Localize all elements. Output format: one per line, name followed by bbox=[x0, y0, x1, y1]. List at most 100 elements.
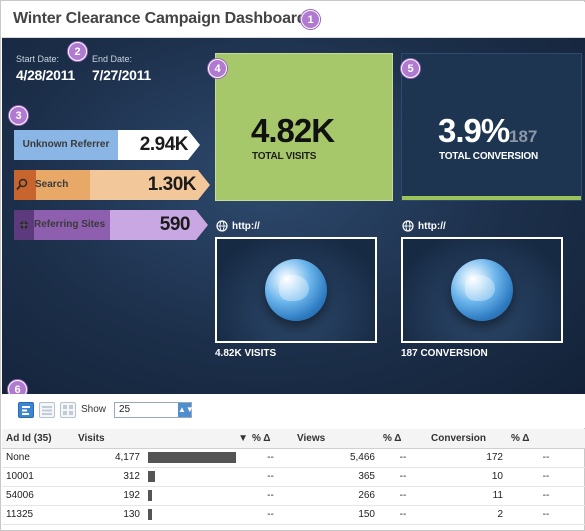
referrer-bar-search[interactable]: Search 1.30K bbox=[14, 170, 210, 200]
cell-visits-bar bbox=[144, 467, 248, 487]
column-header-visits[interactable]: Visits bbox=[74, 429, 144, 449]
cell-views: 150 bbox=[293, 505, 379, 525]
globe-image bbox=[265, 259, 327, 321]
referrer-label: Search bbox=[35, 179, 69, 190]
globe-icon bbox=[216, 220, 228, 232]
table-row[interactable]: 11325 130 -- 150 -- 2 -- bbox=[2, 505, 585, 525]
cell-conversion: 11 bbox=[427, 486, 507, 506]
cell-ad-id: 54006 bbox=[2, 486, 74, 506]
table-row[interactable]: None 4,177 -- 5,466 -- 172 -- bbox=[2, 448, 585, 468]
rows-per-page-select[interactable]: 25 ▲▼ bbox=[114, 402, 194, 418]
start-date-label: Start Date: bbox=[16, 54, 60, 64]
column-header-views-change[interactable]: % Δ bbox=[379, 429, 427, 449]
cell-visits: 312 bbox=[74, 467, 144, 487]
column-header-views[interactable]: Views bbox=[293, 429, 379, 449]
cell-ad-id: None bbox=[2, 448, 74, 468]
visits-caption: 4.82K VISITS bbox=[215, 348, 277, 359]
globe-image bbox=[451, 259, 513, 321]
grid-view-icon bbox=[63, 405, 73, 415]
cell-visits: 192 bbox=[74, 486, 144, 506]
cell-conversion-change: -- bbox=[507, 467, 585, 487]
callout-badge-4: 4 bbox=[208, 59, 227, 78]
referrer-bar-shape bbox=[14, 170, 210, 200]
cell-ad-id: 11325 bbox=[2, 505, 74, 525]
column-header-conversion-change[interactable]: % Δ bbox=[507, 429, 585, 449]
start-date-value: 4/28/2011 bbox=[16, 67, 75, 83]
cell-ad-id: 10001 bbox=[2, 467, 74, 487]
total-visits-tile[interactable]: 4.82K TOTAL VISITS bbox=[215, 53, 393, 201]
column-header-ad-id[interactable]: Ad Id (35) bbox=[2, 429, 74, 449]
column-header-conversion[interactable]: Conversion bbox=[427, 429, 507, 449]
show-label: Show bbox=[81, 404, 107, 415]
compare-view-button[interactable] bbox=[39, 402, 55, 418]
ad-table: Ad Id (35) Visits ▼ % Δ Views % Δ Conver… bbox=[2, 429, 585, 525]
cell-visits-change: -- bbox=[248, 505, 293, 525]
table-header-row: Ad Id (35) Visits ▼ % Δ Views % Δ Conver… bbox=[2, 429, 585, 449]
dashboard-panel: Start Date: 2 End Date: 4/28/2011 7/27/2… bbox=[2, 38, 585, 394]
cell-conversion-change: -- bbox=[507, 448, 585, 468]
table-view-button[interactable] bbox=[60, 402, 76, 418]
globe-preview-conversion[interactable] bbox=[401, 237, 563, 343]
cell-views: 5,466 bbox=[293, 448, 379, 468]
rows-per-page-value: 25 bbox=[119, 404, 131, 415]
bar-view-icon bbox=[22, 406, 30, 415]
page-title: Winter Clearance Campaign Dashboard bbox=[13, 10, 307, 27]
visits-bar bbox=[148, 489, 152, 501]
header: Winter Clearance Campaign Dashboard 1 bbox=[2, 2, 585, 38]
column-header-visits-change[interactable]: % Δ bbox=[248, 429, 293, 449]
cell-visits-bar bbox=[144, 448, 248, 468]
callout-badge-5: 5 bbox=[401, 59, 420, 78]
sort-descending-icon: ▼ bbox=[238, 432, 248, 444]
referrer-label: Unknown Referrer bbox=[22, 139, 110, 150]
callout-badge-2: 2 bbox=[68, 42, 87, 61]
table-row[interactable]: 54006 192 -- 266 -- 11 -- bbox=[2, 486, 585, 506]
conversion-caption: 187 CONVERSION bbox=[401, 348, 488, 359]
cell-visits-bar bbox=[144, 505, 248, 525]
cell-conversion: 172 bbox=[427, 448, 507, 468]
cell-conversion: 10 bbox=[427, 467, 507, 487]
end-date-label: End Date: bbox=[92, 54, 133, 64]
globe-preview-visits[interactable] bbox=[215, 237, 377, 343]
tile-underline bbox=[402, 196, 581, 200]
chevron-down-icon: ▲▼ bbox=[178, 403, 194, 417]
cell-views-change: -- bbox=[379, 448, 427, 468]
cell-visits-change: -- bbox=[248, 486, 293, 506]
referrer-label: Referring Sites bbox=[34, 219, 106, 230]
total-visits-value: 4.82K bbox=[251, 112, 335, 149]
link-url[interactable]: http:// bbox=[232, 221, 260, 232]
end-date-value: 7/27/2011 bbox=[92, 67, 151, 83]
total-conversion-tile[interactable]: 3.9% 187 TOTAL CONVERSION bbox=[401, 53, 582, 201]
magnifier-icon bbox=[18, 178, 28, 188]
referrer-value: 2.94K bbox=[139, 134, 189, 155]
referrer-bar-shape bbox=[14, 130, 200, 160]
referrer-bar-referring-sites[interactable]: Referring Sites 590 bbox=[14, 210, 208, 240]
cell-views-change: -- bbox=[379, 467, 427, 487]
sort-indicator[interactable]: ▼ bbox=[144, 429, 248, 449]
cell-views: 266 bbox=[293, 486, 379, 506]
cell-visits: 130 bbox=[74, 505, 144, 525]
callout-badge-3: 3 bbox=[9, 106, 28, 125]
compare-view-icon bbox=[42, 406, 52, 415]
table-toolbar: Show 25 ▲▼ bbox=[2, 394, 585, 428]
cell-visits-bar bbox=[144, 486, 248, 506]
referrer-value: 1.30K bbox=[147, 174, 197, 195]
bar-view-button[interactable] bbox=[18, 402, 34, 418]
referrer-bar-shape bbox=[14, 210, 208, 240]
cell-views: 365 bbox=[293, 467, 379, 487]
visits-bar bbox=[148, 451, 236, 463]
link-url[interactable]: http:// bbox=[418, 221, 446, 232]
visits-bar bbox=[148, 508, 152, 520]
total-conversion-count: 187 bbox=[509, 127, 538, 146]
cell-visits-change: -- bbox=[248, 467, 293, 487]
cell-views-change: -- bbox=[379, 505, 427, 525]
cell-visits: 4,177 bbox=[74, 448, 144, 468]
total-conversion-value: 3.9% bbox=[438, 112, 510, 149]
cell-conversion-change: -- bbox=[507, 486, 585, 506]
visits-bar bbox=[148, 470, 155, 482]
globe-icon bbox=[402, 220, 414, 232]
total-conversion-label: TOTAL CONVERSION bbox=[439, 151, 539, 162]
referrer-bar-unknown[interactable]: Unknown Referrer 2.94K bbox=[14, 130, 200, 160]
table-row[interactable]: 10001 312 -- 365 -- 10 -- bbox=[2, 467, 585, 487]
cell-views-change: -- bbox=[379, 486, 427, 506]
